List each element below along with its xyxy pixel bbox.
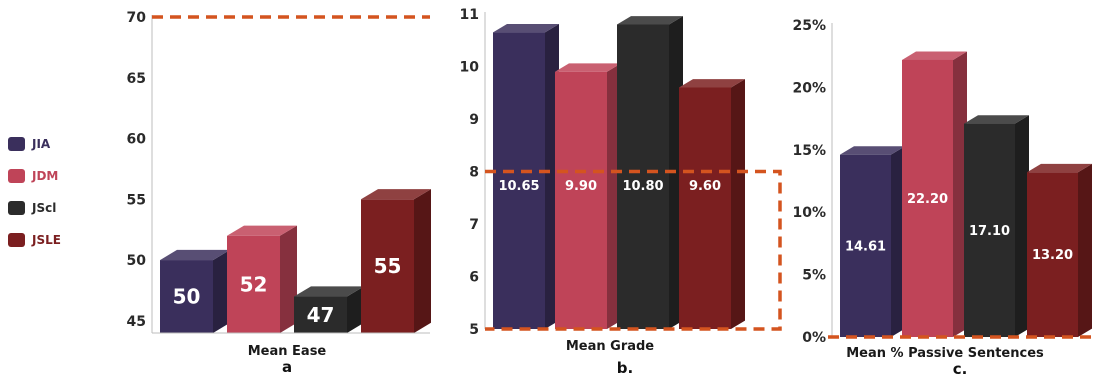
y-tick-label: 50 (127, 253, 147, 269)
bar-front (964, 123, 1015, 337)
data-label-jscl: 17.10 (969, 224, 1010, 239)
bar-front (294, 296, 347, 333)
y-tick-label: 70 (127, 10, 147, 26)
bar-top (617, 16, 683, 25)
bar-a-jsle (361, 189, 431, 333)
y-tick-label: 45 (127, 314, 146, 330)
bar-side (1015, 115, 1029, 337)
y-tick-label: 55 (127, 192, 146, 208)
panel-label: a (282, 358, 292, 376)
bar-top (679, 79, 745, 88)
data-label-jsle: 9.60 (689, 179, 721, 194)
bar-top (227, 225, 297, 236)
highlight-bracket (485, 169, 782, 331)
data-label-jscl: 47 (307, 303, 335, 327)
data-label-jscl: 10.80 (622, 179, 663, 194)
data-label-jdm: 9.90 (565, 179, 597, 194)
data-label-jsle: 55 (374, 254, 402, 278)
legend-label-jsle: JSLE (32, 233, 61, 247)
bar-b-jdm (555, 63, 621, 329)
legend-swatch-jdm (8, 169, 25, 183)
legend-label-jdm: JDM (32, 169, 59, 183)
bar-side (213, 249, 230, 333)
bar-side (347, 286, 364, 333)
bar-side (953, 51, 967, 337)
bar-top (964, 115, 1029, 124)
legend-label-jia: JIA (32, 137, 51, 151)
bar-front (617, 24, 669, 329)
bar-b-jsle (679, 79, 745, 329)
y-tick-label: 7 (469, 217, 479, 233)
bar-front (493, 32, 545, 329)
bar-front (160, 260, 213, 333)
y-tick-label: 10% (792, 205, 826, 221)
legend-item-jscl: JScl (8, 192, 88, 224)
bar-a-jscl (294, 286, 364, 333)
chart-panel-c: 0% 5% 10% 15% 20% 25% 14.61 22.20 17.10 13.20 Mean… (792, 18, 1095, 378)
y-tick-label: 11 (460, 7, 479, 23)
x-axis-label: Mean Ease (248, 344, 327, 359)
bar-b-jia (493, 23, 559, 329)
y-tick-label: 6 (469, 270, 479, 286)
bar-side (1078, 163, 1092, 337)
bar-c-jsle (1027, 163, 1092, 337)
legend-item-jdm: JDM (8, 160, 88, 192)
chart-legend: JIA JDM JScl JSLE (8, 128, 88, 256)
y-tick-label: 15% (792, 143, 826, 159)
bar-top (361, 189, 431, 200)
bar-a-jdm (227, 225, 297, 333)
x-axis-label: Mean Grade (566, 339, 654, 354)
chart-panel-b: 5 6 7 8 9 10 11 10.65 9.90 10.80 9.60 Mean Grade b. (460, 7, 782, 377)
panel-label: b. (617, 359, 633, 377)
bar-front (679, 87, 731, 329)
bar-front (840, 154, 891, 337)
legend-swatch-jsle (8, 233, 25, 247)
y-tick-label: 65 (127, 71, 146, 87)
legend-item-jsle: JSLE (8, 224, 88, 256)
bar-front (1027, 172, 1078, 337)
y-tick-label: 20% (792, 80, 826, 96)
y-tick-label: 60 (127, 132, 147, 148)
y-tick-label: 0% (802, 330, 826, 346)
data-label-jia: 14.61 (845, 239, 886, 254)
bar-top (294, 286, 364, 297)
data-label-jdm: 22.20 (907, 192, 948, 207)
legend-label-jscl: JScl (32, 201, 57, 215)
data-label-jsle: 13.20 (1032, 248, 1073, 263)
y-tick-label: 5 (469, 322, 479, 338)
bar-side (414, 189, 431, 333)
bar-side (891, 146, 905, 337)
bar-front (361, 199, 414, 333)
bar-top (1027, 163, 1092, 173)
bar-c-jdm (902, 51, 967, 337)
bar-a-jia (160, 249, 230, 333)
bar-top (902, 51, 967, 60)
legend-item-jia: JIA (8, 128, 88, 160)
bar-top (493, 23, 559, 33)
bar-top (840, 146, 905, 155)
legend-swatch-jscl (8, 201, 25, 215)
bar-top (160, 249, 230, 261)
bar-front (902, 59, 953, 337)
bar-side (280, 225, 297, 333)
bar-c-jscl (964, 115, 1029, 337)
bar-front (555, 71, 607, 329)
panel-label: c. (953, 360, 968, 378)
data-label-jia: 50 (173, 285, 201, 309)
data-label-jdm: 52 (240, 272, 268, 296)
y-tick-label: 9 (469, 112, 479, 128)
legend-swatch-jia (8, 137, 25, 151)
bar-front (227, 235, 280, 333)
bar-c-jia (840, 146, 905, 337)
y-tick-label: 8 (469, 165, 479, 181)
x-axis-label: Mean % Passive Sentences (846, 346, 1044, 361)
y-tick-label: 5% (802, 268, 826, 284)
bar-side (731, 79, 745, 329)
data-label-jia: 10.65 (498, 179, 539, 194)
y-tick-label: 10 (460, 60, 480, 76)
bar-top (555, 63, 621, 72)
y-tick-label: 25% (792, 18, 826, 34)
